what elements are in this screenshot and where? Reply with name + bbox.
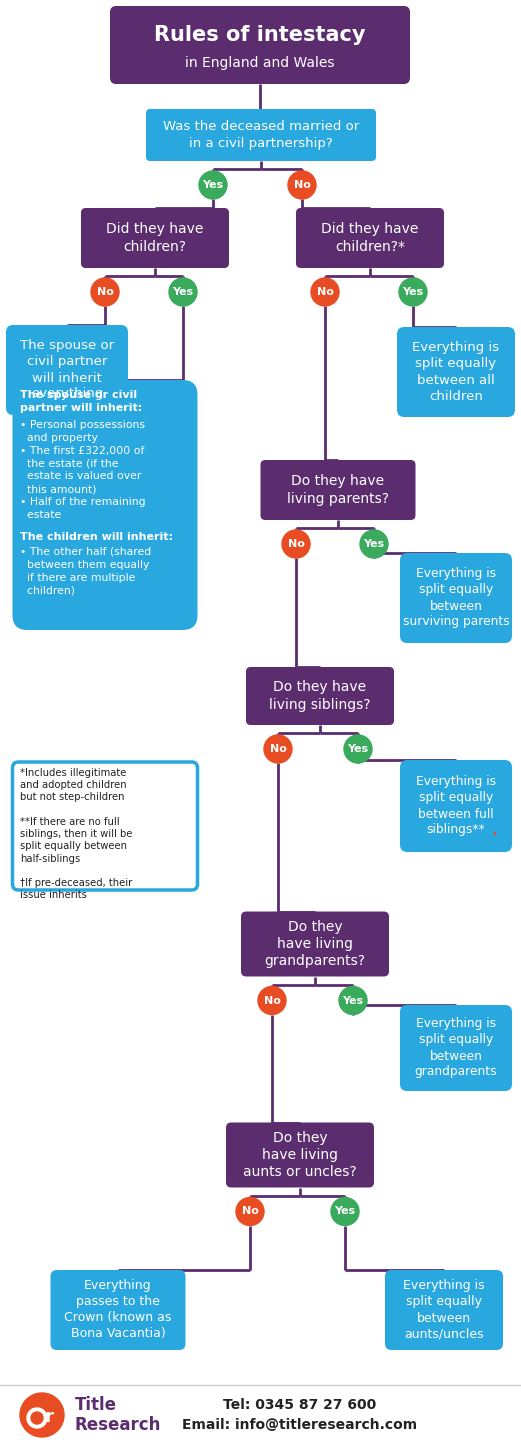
Text: No: No — [264, 995, 280, 1005]
Text: *Includes illegitimate
and adopted children
but not step-children

**If there ar: *Includes illegitimate and adopted child… — [20, 768, 133, 900]
Text: Tel: 0345 87 27 600: Tel: 0345 87 27 600 — [224, 1398, 377, 1413]
Text: The spouse or civil
partner will inherit:: The spouse or civil partner will inherit… — [20, 390, 143, 413]
Text: Yes: Yes — [172, 287, 194, 297]
Circle shape — [399, 278, 427, 307]
Text: Email: info@titleresearch.com: Email: info@titleresearch.com — [182, 1418, 417, 1431]
Text: No: No — [293, 180, 311, 190]
Text: Title: Title — [75, 1395, 117, 1414]
Text: in England and Wales: in England and Wales — [185, 56, 335, 71]
FancyBboxPatch shape — [246, 667, 394, 724]
Text: Do they
have living
grandparents?: Do they have living grandparents? — [265, 920, 366, 968]
Text: Did they have
children?: Did they have children? — [106, 222, 204, 253]
FancyBboxPatch shape — [400, 553, 512, 644]
Text: Yes: Yes — [203, 180, 224, 190]
FancyBboxPatch shape — [13, 380, 197, 631]
FancyBboxPatch shape — [81, 207, 229, 268]
FancyBboxPatch shape — [241, 912, 389, 976]
Text: • Personal possessions
  and property
• The first £322,000 of
  the estate (if t: • Personal possessions and property • Th… — [20, 420, 146, 520]
Text: r: r — [45, 1408, 54, 1426]
Circle shape — [27, 1408, 47, 1428]
FancyBboxPatch shape — [13, 762, 197, 890]
Circle shape — [199, 171, 227, 199]
Circle shape — [282, 530, 310, 557]
Text: •: • — [491, 829, 497, 840]
FancyBboxPatch shape — [385, 1270, 503, 1351]
Text: Everything is
split equally
between all
children: Everything is split equally between all … — [413, 341, 500, 403]
FancyBboxPatch shape — [296, 207, 444, 268]
FancyBboxPatch shape — [260, 459, 416, 520]
Text: No: No — [317, 287, 333, 297]
Circle shape — [31, 1413, 43, 1424]
Text: No: No — [288, 539, 304, 549]
Text: Everything is
split equally
between
grandparents: Everything is split equally between gran… — [415, 1018, 498, 1079]
Text: Yes: Yes — [348, 744, 368, 755]
Text: Yes: Yes — [342, 995, 364, 1005]
Text: • The other half (shared
  between them equally
  if there are multiple
  childr: • The other half (shared between them eq… — [20, 547, 152, 595]
Circle shape — [344, 734, 372, 763]
Circle shape — [258, 986, 286, 1015]
FancyBboxPatch shape — [146, 109, 376, 161]
Text: Do they
have living
aunts or uncles?: Do they have living aunts or uncles? — [243, 1130, 357, 1179]
Text: The spouse or
civil partner
will inherit
everything: The spouse or civil partner will inherit… — [20, 340, 114, 400]
Circle shape — [169, 278, 197, 307]
FancyBboxPatch shape — [400, 1005, 512, 1092]
Text: No: No — [242, 1207, 258, 1217]
FancyBboxPatch shape — [400, 760, 512, 852]
Text: The children will inherit:: The children will inherit: — [20, 531, 173, 541]
Circle shape — [91, 278, 119, 307]
Text: Everything is
split equally
between
aunts/uncles: Everything is split equally between aunt… — [403, 1280, 485, 1341]
Circle shape — [264, 734, 292, 763]
FancyBboxPatch shape — [397, 327, 515, 418]
Text: Everything
passes to the
Crown (known as
Bona Vacantia): Everything passes to the Crown (known as… — [64, 1280, 172, 1341]
Text: No: No — [96, 287, 114, 297]
Text: Rules of intestacy: Rules of intestacy — [154, 24, 366, 45]
Circle shape — [236, 1198, 264, 1225]
Text: Yes: Yes — [334, 1207, 355, 1217]
Text: Everything is
split equally
between full
siblings**: Everything is split equally between full… — [416, 776, 496, 837]
Text: Do they have
living parents?: Do they have living parents? — [287, 474, 389, 505]
Text: Research: Research — [75, 1416, 162, 1434]
Text: Do they have
living siblings?: Do they have living siblings? — [269, 680, 371, 711]
Text: Was the deceased married or
in a civil partnership?: Was the deceased married or in a civil p… — [163, 121, 359, 150]
FancyBboxPatch shape — [51, 1270, 185, 1351]
Text: Yes: Yes — [364, 539, 384, 549]
FancyBboxPatch shape — [110, 6, 410, 84]
Circle shape — [20, 1392, 64, 1437]
Circle shape — [288, 171, 316, 199]
Circle shape — [331, 1198, 359, 1225]
Text: Yes: Yes — [402, 287, 424, 297]
Circle shape — [360, 530, 388, 557]
Text: Everything is
split equally
between
surviving parents: Everything is split equally between surv… — [403, 567, 510, 628]
Text: Did they have
children?*: Did they have children?* — [321, 222, 419, 253]
FancyBboxPatch shape — [6, 325, 128, 415]
FancyBboxPatch shape — [226, 1123, 374, 1188]
Text: No: No — [269, 744, 287, 755]
Circle shape — [311, 278, 339, 307]
Circle shape — [339, 986, 367, 1015]
